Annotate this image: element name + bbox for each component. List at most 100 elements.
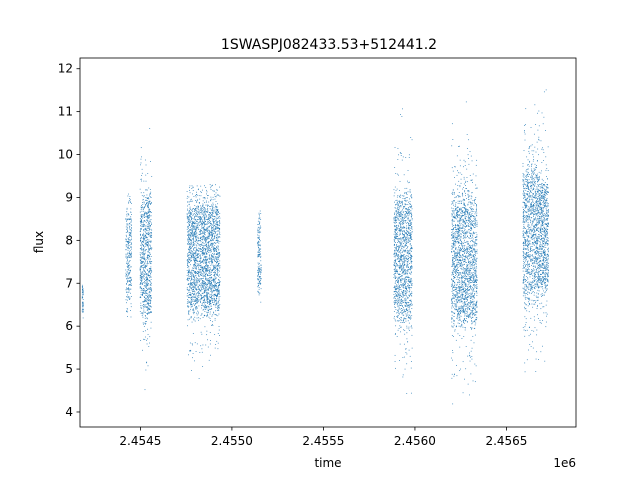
- data-point: [205, 257, 207, 258]
- data-point: [396, 246, 398, 248]
- data-point: [394, 220, 396, 221]
- data-point: [407, 255, 409, 257]
- data-point: [147, 205, 149, 206]
- data-point: [396, 199, 398, 201]
- data-point: [397, 227, 399, 229]
- data-point: [396, 238, 398, 239]
- data-point: [141, 207, 142, 209]
- data-point: [188, 230, 190, 232]
- data-point: [201, 267, 202, 269]
- data-point: [403, 254, 405, 255]
- data-point: [127, 258, 129, 260]
- data-point: [206, 294, 208, 296]
- data-point: [401, 310, 403, 312]
- data-point: [206, 253, 207, 255]
- data-point: [213, 281, 214, 283]
- data-point: [202, 260, 204, 262]
- data-point: [406, 273, 408, 275]
- data-point: [191, 200, 193, 202]
- data-point: [190, 297, 192, 299]
- data-point: [213, 256, 215, 258]
- data-point: [408, 349, 410, 351]
- data-point: [149, 262, 151, 264]
- data-point: [396, 285, 398, 287]
- data-point: [218, 236, 220, 238]
- data-point: [399, 295, 401, 296]
- data-point: [210, 296, 212, 297]
- data-point: [200, 241, 202, 243]
- data-point: [187, 231, 189, 233]
- data-point: [399, 360, 400, 361]
- data-point: [189, 185, 191, 187]
- data-point: [396, 216, 397, 218]
- data-point: [404, 260, 406, 262]
- data-point: [125, 239, 127, 240]
- data-point: [217, 270, 219, 271]
- data-point: [147, 173, 149, 174]
- data-point: [407, 252, 409, 254]
- data-point: [260, 267, 262, 268]
- data-point: [147, 312, 149, 314]
- data-point: [190, 257, 192, 259]
- data-point: [127, 241, 129, 242]
- data-point: [402, 198, 404, 199]
- data-point: [148, 296, 150, 298]
- data-point: [208, 249, 210, 251]
- data-point: [195, 237, 197, 238]
- data-point: [142, 282, 144, 283]
- data-point: [395, 289, 397, 290]
- data-point: [188, 300, 189, 302]
- data-point: [191, 234, 193, 235]
- data-point: [207, 220, 209, 222]
- data-point: [190, 232, 192, 234]
- data-point: [204, 233, 205, 234]
- data-point: [204, 207, 206, 209]
- data-point: [139, 277, 141, 279]
- data-point: [144, 271, 146, 273]
- data-point: [258, 250, 260, 252]
- data-point: [211, 246, 213, 248]
- data-point: [210, 223, 212, 225]
- data-point: [202, 200, 204, 202]
- data-point: [193, 285, 195, 287]
- data-point: [143, 296, 145, 297]
- data-point: [394, 201, 395, 203]
- data-point: [395, 217, 396, 219]
- data-point: [194, 233, 195, 235]
- data-point: [401, 284, 402, 286]
- data-point: [144, 299, 146, 301]
- data-point: [213, 250, 215, 251]
- data-point: [190, 304, 192, 306]
- data-point: [400, 276, 401, 277]
- data-point: [395, 296, 397, 297]
- data-point: [398, 258, 400, 260]
- data-point: [203, 253, 205, 255]
- data-point: [258, 283, 259, 285]
- data-point: [141, 253, 143, 255]
- data-point: [217, 216, 219, 218]
- data-point: [212, 228, 214, 230]
- data-point: [140, 228, 142, 229]
- data-point: [195, 228, 197, 230]
- data-point: [190, 216, 192, 218]
- data-point: [188, 216, 189, 218]
- data-point: [401, 321, 403, 323]
- data-point: [195, 222, 196, 224]
- data-point: [210, 284, 212, 286]
- data-point: [148, 233, 150, 235]
- data-point: [257, 255, 259, 256]
- data-point: [147, 300, 149, 302]
- data-point: [200, 208, 202, 210]
- data-point: [192, 305, 194, 307]
- data-point: [192, 290, 193, 292]
- data-point: [195, 266, 197, 268]
- data-point: [403, 257, 405, 259]
- data-point: [201, 282, 203, 284]
- data-point: [190, 300, 192, 302]
- data-point: [191, 252, 193, 254]
- data-point: [397, 250, 399, 252]
- data-point: [126, 296, 128, 298]
- data-point: [257, 228, 259, 230]
- data-point: [206, 307, 208, 309]
- data-point: [404, 226, 406, 228]
